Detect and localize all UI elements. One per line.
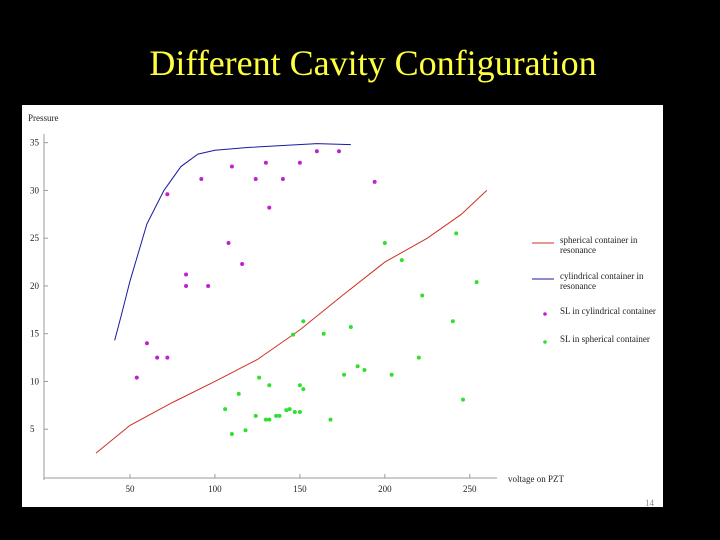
point (301, 387, 306, 392)
point (229, 164, 234, 169)
point (280, 176, 285, 181)
point (184, 272, 189, 277)
legend-label: SL in spherical container (560, 334, 650, 344)
point (184, 283, 189, 288)
point (165, 192, 170, 197)
x-axis-label: voltage on PZT (508, 474, 564, 484)
point (342, 372, 347, 377)
x-tick-label: 150 (293, 484, 307, 494)
point (236, 391, 241, 396)
point (229, 432, 234, 437)
point (301, 319, 306, 324)
y-tick-label: 20 (30, 281, 40, 291)
point (199, 176, 204, 181)
line (114, 143, 351, 341)
point (277, 413, 282, 418)
point (257, 375, 262, 380)
point (372, 179, 377, 184)
point (348, 325, 353, 330)
point (274, 413, 279, 418)
y-tick-label: 30 (30, 185, 40, 195)
y-axis-label: Pressure (28, 113, 59, 123)
point (416, 355, 421, 360)
y-tick-label: 35 (30, 138, 40, 148)
point (321, 331, 326, 336)
slide-number: 14 (645, 498, 654, 508)
point (223, 407, 228, 412)
legend-swatch (543, 340, 547, 344)
point (253, 176, 258, 181)
point (144, 341, 149, 346)
point (382, 240, 387, 245)
point (420, 293, 425, 298)
point (267, 417, 272, 422)
x-tick-label: 200 (378, 484, 392, 494)
point (292, 410, 297, 415)
chart-panel (22, 105, 663, 507)
point (267, 383, 272, 388)
x-tick-label: 100 (208, 484, 222, 494)
point (226, 240, 231, 245)
legend-label: spherical container in resonance (560, 235, 638, 255)
point (399, 258, 404, 263)
point (263, 417, 268, 422)
point (240, 261, 245, 266)
point (291, 332, 296, 337)
point (134, 375, 139, 380)
point (165, 355, 170, 360)
point (389, 372, 394, 377)
legend-label: cylindrical container in resonance (560, 271, 644, 291)
point (314, 149, 319, 154)
y-tick-label: 5 (30, 424, 35, 434)
point (474, 280, 479, 285)
point (263, 160, 268, 165)
legend-swatch (543, 312, 547, 316)
point (450, 319, 455, 324)
legend-label: SL in cylindrical container (560, 306, 656, 316)
point (155, 355, 160, 360)
point (297, 160, 302, 165)
point (206, 283, 211, 288)
x-tick-label: 50 (125, 484, 135, 494)
y-tick-label: 25 (30, 233, 40, 243)
point (284, 408, 289, 413)
y-tick-label: 15 (30, 329, 40, 339)
point (243, 428, 248, 433)
point (328, 417, 333, 422)
point (454, 231, 459, 236)
point (297, 410, 302, 415)
line (95, 190, 488, 454)
point (287, 407, 292, 412)
point (267, 205, 272, 210)
point (362, 368, 367, 373)
point (461, 397, 466, 402)
x-tick-label: 250 (463, 484, 477, 494)
point (355, 364, 360, 369)
point (297, 383, 302, 388)
point (253, 413, 258, 418)
point (336, 149, 341, 154)
y-tick-label: 10 (30, 376, 40, 386)
slide-title: Different Cavity Configuration (149, 43, 597, 83)
